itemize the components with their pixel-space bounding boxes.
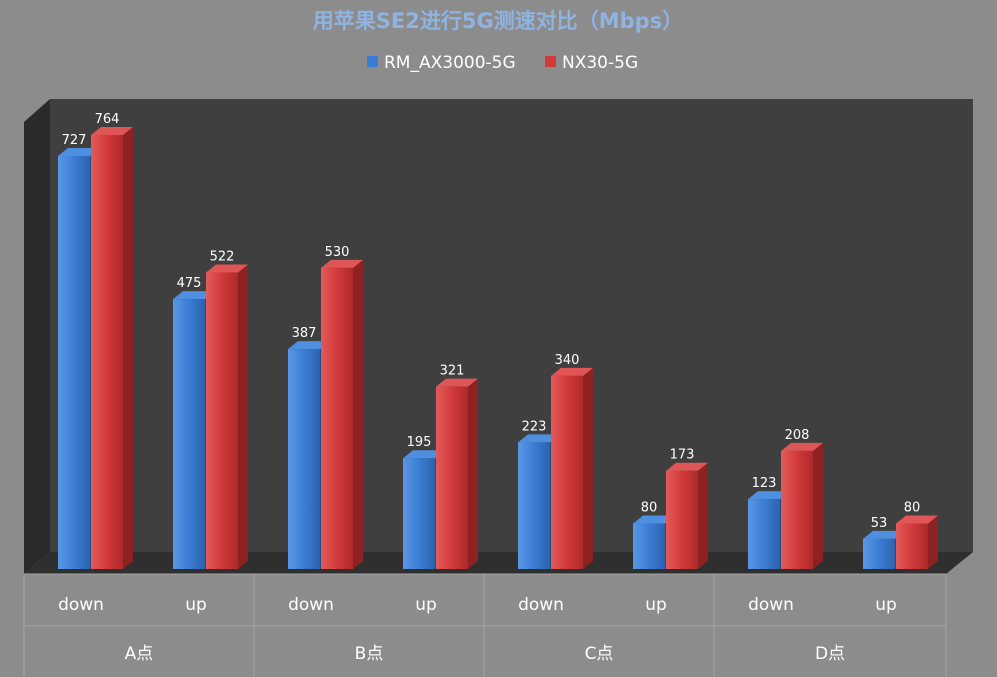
data-label-series-0-cat-4: 223	[522, 419, 547, 434]
bar-top	[173, 291, 215, 300]
tick-label-d-up: up	[875, 595, 897, 615]
bar-series-1-cat-4	[551, 367, 593, 569]
bar-series-1-cat-0	[91, 126, 133, 569]
bar-series-1-cat-1	[206, 264, 248, 569]
bar-front	[551, 375, 583, 569]
plot-left-wall	[24, 99, 50, 574]
category-labels: down up down up down up down up	[58, 595, 897, 615]
bar-series-1-cat-5	[666, 462, 708, 569]
data-label-series-1-cat-3: 321	[440, 364, 465, 379]
data-label-series-0-cat-5: 80	[641, 501, 658, 516]
group-label-b: B点	[355, 644, 384, 664]
data-label-series-0-cat-2: 387	[292, 326, 317, 341]
bar-side	[468, 378, 478, 569]
bar-top	[518, 434, 560, 443]
bar-front	[173, 299, 205, 569]
bar-top	[436, 378, 478, 387]
group-label-d: D点	[815, 644, 845, 664]
bar-front	[748, 499, 780, 569]
legend: RM_AX3000-5G NX30-5G	[367, 53, 638, 73]
legend-label-series-1: NX30-5G	[562, 53, 638, 73]
bar-side	[123, 126, 133, 569]
tick-label-b-down: down	[288, 595, 334, 615]
bar-front	[206, 272, 238, 569]
bar-front	[288, 349, 320, 569]
bar-top	[633, 515, 675, 524]
bar-front	[403, 458, 435, 569]
tick-label-c-up: up	[645, 595, 667, 615]
data-labels: 727 764 475 522 387 530 195 321 223 340 80 173 123 20…	[62, 112, 921, 531]
bar-top	[206, 264, 248, 273]
bar-series-1-cat-2	[321, 259, 363, 569]
data-label-series-1-cat-4: 340	[555, 353, 580, 368]
bar-front	[863, 538, 895, 569]
legend-label-series-0: RM_AX3000-5G	[384, 53, 516, 73]
group-label-a: A点	[125, 644, 154, 664]
bar-front	[781, 450, 813, 569]
bar-top	[863, 530, 905, 539]
legend-swatch-series-1	[545, 56, 556, 67]
bar-series-1-cat-6	[781, 442, 823, 569]
bar-front	[91, 134, 123, 569]
data-label-series-0-cat-3: 195	[407, 435, 432, 450]
bar-series-1-cat-7	[896, 515, 938, 569]
bar-side	[353, 259, 363, 569]
data-label-series-0-cat-0: 727	[62, 133, 87, 148]
category-axis	[23, 573, 947, 677]
bar-front	[666, 470, 698, 569]
chart-title: 用苹果SE2进行5G测速对比（Mbps）	[313, 9, 683, 33]
plot-back-wall	[50, 99, 973, 552]
bar-front	[321, 267, 353, 569]
group-labels: A点 B点 C点 D点	[125, 644, 845, 664]
data-label-series-1-cat-0: 764	[95, 112, 120, 127]
tick-label-d-down: down	[748, 595, 794, 615]
bar-front	[518, 442, 550, 569]
bar-front	[896, 523, 928, 569]
bar-top	[403, 450, 445, 459]
tick-label-b-up: up	[415, 595, 437, 615]
bar-front	[436, 386, 468, 569]
data-label-series-1-cat-6: 208	[785, 428, 810, 443]
bar-top	[748, 491, 790, 500]
bar-side	[928, 515, 938, 569]
data-label-series-1-cat-1: 522	[210, 249, 235, 264]
data-label-series-0-cat-7: 53	[871, 516, 888, 531]
tick-label-a-down: down	[58, 595, 104, 615]
data-label-series-1-cat-2: 530	[325, 245, 350, 260]
data-label-series-0-cat-1: 475	[177, 276, 202, 291]
bar-side	[698, 462, 708, 569]
bar-top	[551, 367, 593, 376]
bar-series-1-cat-3	[436, 378, 478, 569]
bar-front	[58, 156, 90, 569]
bar-front	[633, 523, 665, 569]
bar-side	[238, 264, 248, 569]
bars	[58, 126, 938, 569]
data-label-series-0-cat-6: 123	[752, 476, 777, 491]
bar-top	[58, 148, 100, 156]
bar-top	[896, 515, 938, 524]
bar-top	[321, 259, 363, 268]
bar-top	[781, 442, 823, 451]
data-label-series-1-cat-7: 80	[904, 501, 921, 516]
bar-top	[91, 126, 133, 135]
bar-top	[288, 341, 330, 350]
plot-floor	[24, 552, 973, 574]
tick-label-c-down: down	[518, 595, 564, 615]
legend-swatch-series-0	[367, 56, 378, 67]
group-label-c: C点	[585, 644, 614, 664]
tick-label-a-up: up	[185, 595, 207, 615]
bar-top	[666, 462, 708, 471]
data-label-series-1-cat-5: 173	[670, 448, 695, 463]
bar-side	[583, 367, 593, 569]
bar-side	[813, 442, 823, 569]
